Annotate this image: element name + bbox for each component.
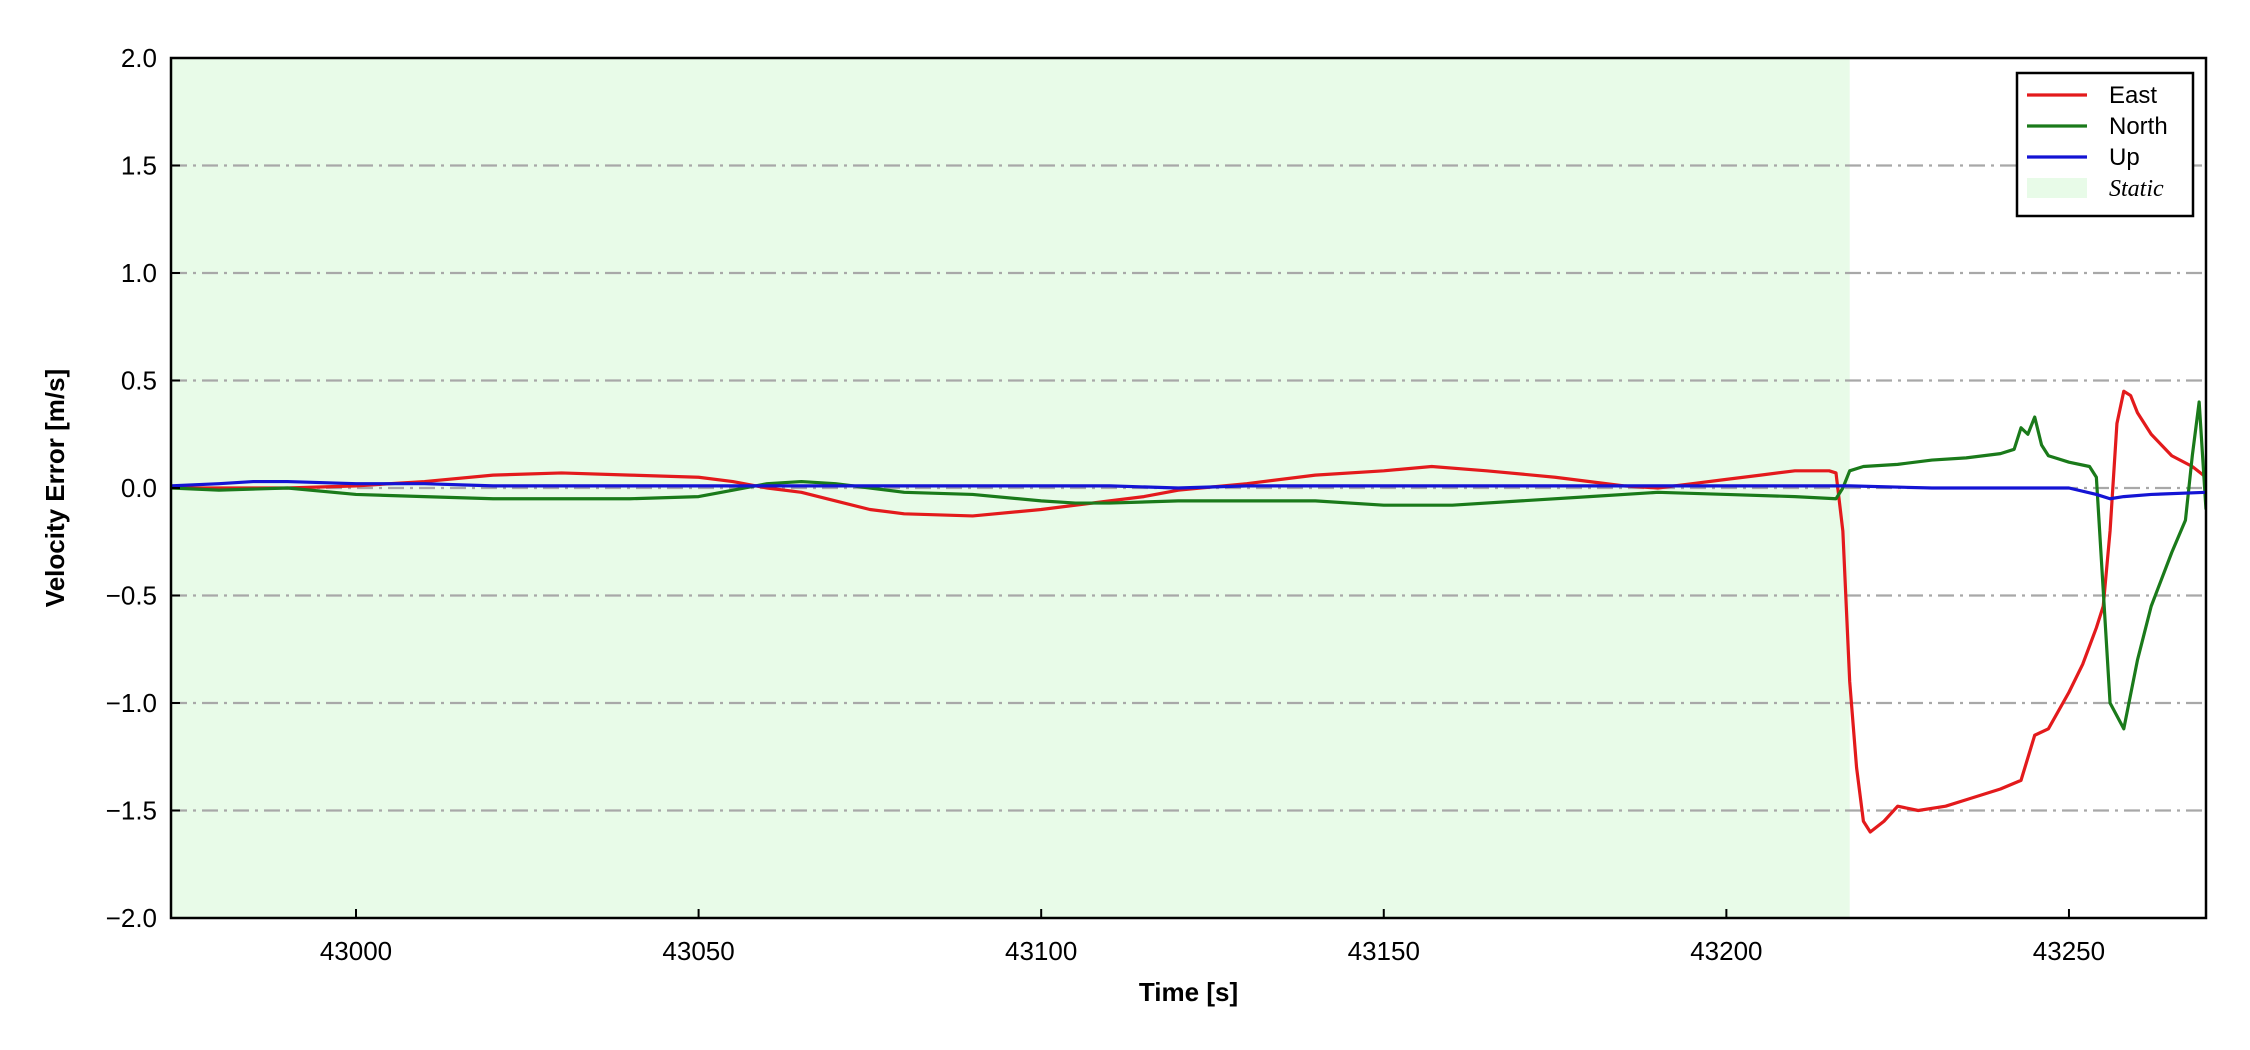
y-tick-label: −1.5 [106,796,157,826]
x-tick-label: 43000 [320,936,392,966]
x-tick-label: 43100 [1005,936,1077,966]
y-tick-label: 0.0 [121,473,157,503]
x-tick-label: 43200 [1690,936,1762,966]
x-tick-label: 43250 [2033,936,2105,966]
y-tick-label: 2.0 [121,43,157,73]
legend: East North Up Static [2015,71,2195,218]
legend-label-up: Up [2109,144,2140,171]
legend-label-north: North [2109,113,2168,140]
series-line-east [171,389,2206,834]
x-axis-title: Time [s] [1139,977,1238,1007]
y-tick-label: 1.5 [121,151,157,181]
y-axis-title: Velocity Error [m/s] [40,369,70,607]
series-layer [171,389,2206,834]
y-tick-label: 1.0 [121,258,157,288]
y-tick-label: −0.5 [106,581,157,611]
y-tick-label: 0.5 [121,366,157,396]
legend-label-east: East [2109,82,2157,109]
axes-layer: 43000 43050 43100 43150 43200 43250 −2.0 −1.5 −1… [40,43,2208,1007]
series-line-north [171,400,2206,731]
legend-label-static: Static [2109,176,2164,202]
x-tick-label: 43050 [662,936,734,966]
y-tick-label: −2.0 [106,903,157,933]
y-tick-label: −1.0 [106,688,157,718]
legend-swatch-static [2027,178,2087,198]
series-line-up [171,479,2206,501]
x-tick-label: 43150 [1348,936,1420,966]
